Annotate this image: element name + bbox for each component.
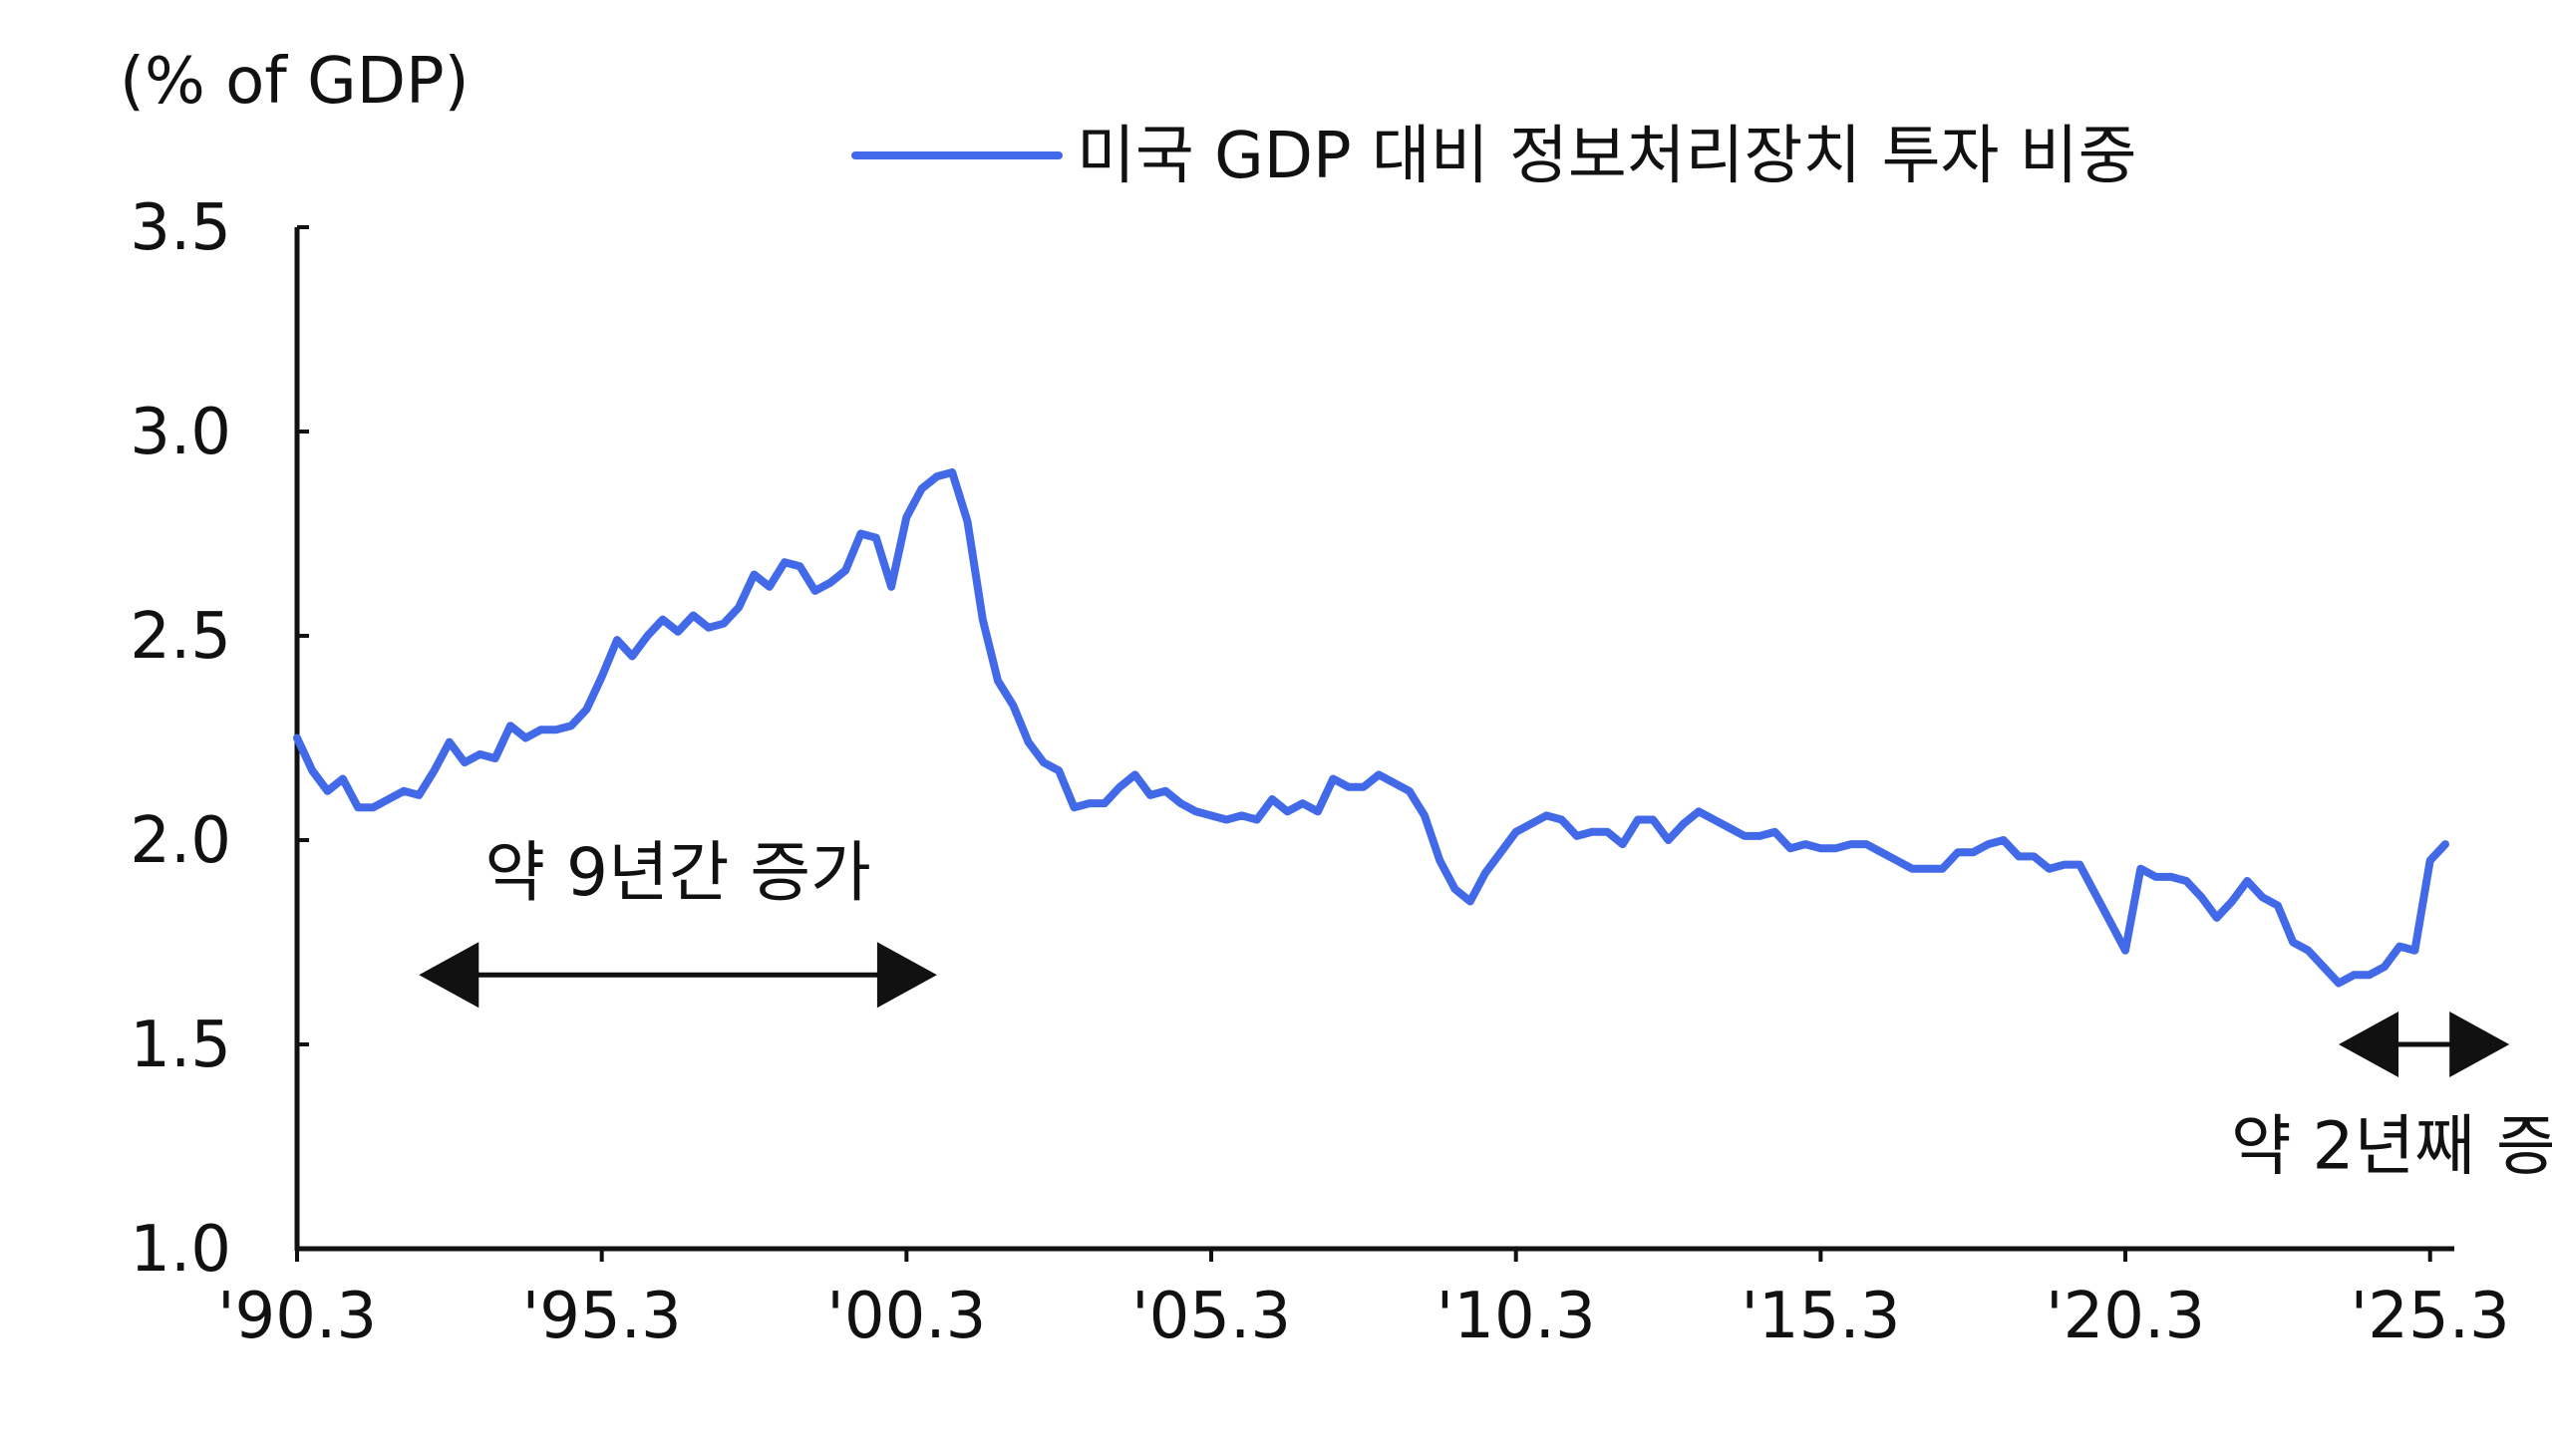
x-tick-label: '20.3 [2046, 1280, 2205, 1353]
y-tick-label: 2.5 [130, 600, 231, 674]
series-layer [293, 468, 2449, 988]
y-tick-label: 3.5 [130, 191, 231, 265]
x-tick-label: '95.3 [522, 1280, 682, 1353]
x-tick-label: '10.3 [1436, 1280, 1596, 1353]
y-unit-label: (% of GDP) [120, 45, 470, 119]
y-axis-ticks: 1.0 1.5 2.0 2.5 3.0 3.5 [130, 191, 309, 1287]
x-tick-label: '90.3 [217, 1280, 377, 1353]
legend: 미국 GDP 대비 정보처리장치 투자 비중 [851, 120, 2137, 193]
annotation-arrowhead-left [2339, 1012, 2399, 1077]
annotation-label: 약 9년간 증가 [484, 834, 871, 911]
y-tick-label: 1.5 [130, 1009, 231, 1082]
series-line [293, 468, 2449, 988]
x-tick-label: '05.3 [1131, 1280, 1291, 1353]
annotation-label: 약 2년째 증가 [2231, 1108, 2552, 1185]
x-tick-label: '00.3 [826, 1280, 986, 1353]
y-tick-label: 2.0 [130, 804, 231, 878]
x-tick-label: '15.3 [1741, 1280, 1900, 1353]
x-tick-label: '25.3 [2351, 1280, 2510, 1353]
annotation-arrowhead-right [876, 942, 937, 1009]
legend-label: 미국 GDP 대비 정보처리장치 투자 비중 [1077, 120, 2137, 193]
y-tick-label: 1.0 [130, 1213, 231, 1287]
x-axis-ticks: '90.3 '95.3 '00.3 '05.3 '10.3 '15.3 '20.3 '25.3 [217, 1249, 2510, 1353]
annotation-arrowhead-right [2449, 1012, 2510, 1077]
y-tick-label: 3.0 [130, 396, 231, 469]
annotations: 약 9년간 증가약 2년째 증가 [419, 834, 2552, 1185]
annotation-arrowhead-left [419, 942, 479, 1009]
